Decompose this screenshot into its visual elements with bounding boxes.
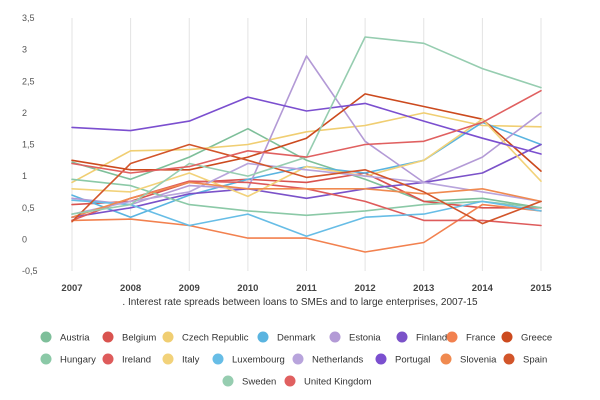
- legend-item[interactable]: Portugal: [375, 353, 431, 366]
- series-line-slovenia: [71, 181, 542, 218]
- legend-item[interactable]: Greece: [501, 331, 553, 344]
- y-tick-label: 2: [22, 108, 27, 118]
- legend-label: Denmark: [277, 333, 316, 344]
- legend-swatch: [162, 331, 174, 343]
- legend-label: United Kingdom: [304, 377, 372, 388]
- legend-swatch: [375, 353, 387, 365]
- legend-swatch: [257, 331, 269, 343]
- y-axis-ticks: 3,5 3 2,5 2 1,5 1 0,5 0 -0,5: [22, 13, 38, 276]
- legend-label: Czech Republic: [182, 333, 249, 344]
- legend-swatch: [292, 353, 304, 365]
- chart-series: [71, 36, 542, 253]
- legend-swatch: [503, 353, 515, 365]
- y-tick-label: 1: [22, 171, 27, 181]
- legend-label: Spain: [523, 355, 547, 366]
- legend-swatch: [440, 353, 452, 365]
- x-tick-label: 2015: [530, 283, 552, 294]
- legend-swatch: [40, 353, 52, 365]
- chart-caption: . Interest rate spreads between loans to…: [122, 297, 478, 308]
- y-tick-label: -0,5: [22, 266, 38, 276]
- legend-label: Finland: [416, 333, 447, 344]
- series-line-greece: [71, 93, 542, 172]
- x-tick-label: 2009: [179, 283, 200, 294]
- series-line-france: [71, 203, 542, 253]
- x-tick-label: 2011: [296, 283, 317, 294]
- x-tick-label: 2012: [355, 283, 376, 294]
- x-axis-ticks: 2007 2008 2009 2010 2011 2012 2013 2014 2015: [61, 283, 552, 294]
- y-tick-label: 0,5: [22, 203, 35, 213]
- y-tick-label: 0: [22, 234, 27, 244]
- legend-swatch: [102, 353, 114, 365]
- legend-swatch: [40, 331, 52, 343]
- x-tick-label: 2014: [472, 283, 494, 294]
- legend-item[interactable]: Hungary: [40, 353, 97, 366]
- legend-label: Luxembourg: [232, 355, 285, 366]
- series-line-austria: [71, 127, 542, 209]
- legend-label: Italy: [182, 355, 200, 366]
- legend-item[interactable]: Austria: [40, 331, 91, 344]
- legend-label: Slovenia: [460, 355, 497, 366]
- series-line-finland: [71, 143, 542, 218]
- legend-item[interactable]: Estonia: [329, 331, 382, 344]
- y-tick-label: 3: [22, 45, 27, 55]
- legend-swatch: [501, 331, 513, 343]
- legend-item[interactable]: Italy: [162, 353, 200, 366]
- legend-label: Austria: [60, 333, 90, 344]
- legend-item[interactable]: Sweden: [222, 375, 277, 388]
- legend-item[interactable]: Netherlands: [292, 353, 364, 366]
- legend-swatch: [222, 375, 234, 387]
- series-line-czech-republic: [71, 112, 542, 184]
- legend-item[interactable]: Ireland: [102, 353, 152, 366]
- y-tick-label: 1,5: [22, 140, 35, 150]
- x-tick-label: 2008: [120, 283, 141, 294]
- legend-item[interactable]: Denmark: [257, 331, 316, 344]
- legend-item[interactable]: Spain: [503, 353, 548, 366]
- legend-label: Netherlands: [312, 355, 363, 366]
- legend-item[interactable]: United Kingdom: [284, 375, 372, 388]
- x-tick-label: 2013: [413, 283, 434, 294]
- series-line-luxembourg: [71, 199, 542, 237]
- series-line-united-kingdom: [71, 89, 542, 174]
- legend-item[interactable]: France: [446, 331, 496, 344]
- y-tick-label: 2,5: [22, 76, 35, 86]
- chart-legend: Austria Belgium Czech Republic Denmark Eston…: [40, 331, 553, 388]
- legend-item[interactable]: Luxembourg: [212, 353, 285, 366]
- y-tick-label: 3,5: [22, 13, 35, 23]
- legend-label: Estonia: [349, 333, 381, 344]
- legend-swatch: [284, 375, 296, 387]
- legend-swatch: [396, 331, 408, 343]
- legend-swatch: [446, 331, 458, 343]
- series-line-spain: [71, 143, 542, 225]
- legend-swatch: [212, 353, 224, 365]
- legend-label: Greece: [521, 333, 552, 344]
- legend-swatch: [329, 331, 341, 343]
- series-line-portugal: [71, 96, 542, 155]
- legend-item[interactable]: Finland: [396, 331, 448, 344]
- legend-swatch: [102, 331, 114, 343]
- legend-label: Hungary: [60, 355, 96, 366]
- legend-label: Sweden: [242, 377, 276, 388]
- legend-swatch: [162, 353, 174, 365]
- legend-item[interactable]: Czech Republic: [162, 331, 249, 344]
- x-tick-label: 2007: [61, 283, 82, 294]
- legend-label: Belgium: [122, 333, 156, 344]
- series-line-netherlands: [71, 162, 542, 215]
- legend-label: Ireland: [122, 355, 151, 366]
- legend-label: Portugal: [395, 355, 430, 366]
- legend-item[interactable]: Belgium: [102, 331, 157, 344]
- legend-item[interactable]: Slovenia: [440, 353, 498, 366]
- x-tick-label: 2010: [237, 283, 258, 294]
- legend-label: France: [466, 333, 496, 344]
